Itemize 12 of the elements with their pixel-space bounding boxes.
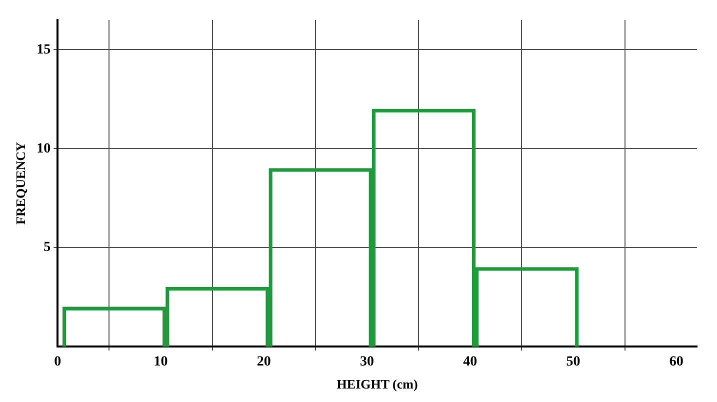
y-tick-label: 15 — [36, 42, 51, 58]
x-tick-label: 50 — [566, 354, 580, 370]
y-tick-label: 10 — [36, 141, 51, 156]
y-tick-label: 5 — [44, 240, 51, 256]
x-tick-label: 40 — [463, 354, 478, 370]
x-tick-label: 0 — [54, 354, 62, 370]
x-tick-label: 10 — [154, 354, 168, 370]
x-tick-label: 60 — [669, 354, 684, 370]
y-axis-title: FREQUENCY — [13, 142, 28, 224]
x-axis-title: HEIGHT (cm) — [336, 376, 418, 392]
x-tick-label: 20 — [256, 354, 271, 370]
x-tick-label: 30 — [360, 354, 374, 370]
